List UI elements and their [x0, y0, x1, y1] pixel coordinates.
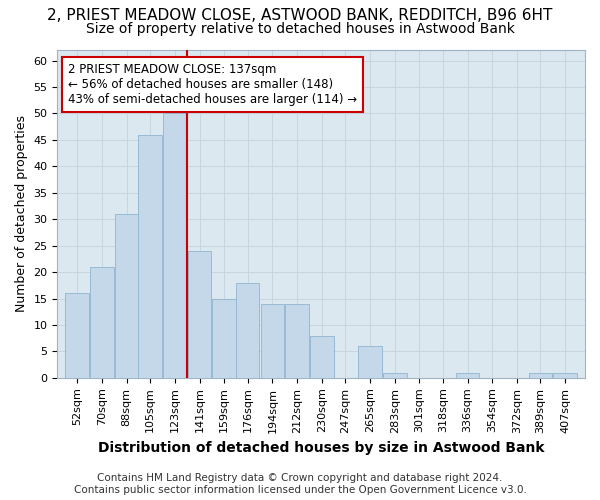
Bar — [163, 114, 187, 378]
Bar — [90, 267, 114, 378]
Bar — [529, 372, 552, 378]
Text: 2 PRIEST MEADOW CLOSE: 137sqm
← 56% of detached houses are smaller (148)
43% of : 2 PRIEST MEADOW CLOSE: 137sqm ← 56% of d… — [68, 63, 357, 106]
Bar — [260, 304, 284, 378]
Text: 2, PRIEST MEADOW CLOSE, ASTWOOD BANK, REDDITCH, B96 6HT: 2, PRIEST MEADOW CLOSE, ASTWOOD BANK, RE… — [47, 8, 553, 22]
Bar — [212, 298, 236, 378]
Bar — [456, 372, 479, 378]
Bar — [65, 293, 89, 378]
Bar — [115, 214, 139, 378]
X-axis label: Distribution of detached houses by size in Astwood Bank: Distribution of detached houses by size … — [98, 441, 544, 455]
Text: Contains HM Land Registry data © Crown copyright and database right 2024.
Contai: Contains HM Land Registry data © Crown c… — [74, 474, 526, 495]
Bar — [383, 372, 407, 378]
Y-axis label: Number of detached properties: Number of detached properties — [15, 116, 28, 312]
Bar — [310, 336, 334, 378]
Bar — [138, 134, 162, 378]
Text: Size of property relative to detached houses in Astwood Bank: Size of property relative to detached ho… — [86, 22, 514, 36]
Bar — [358, 346, 382, 378]
Bar — [236, 282, 259, 378]
Bar — [553, 372, 577, 378]
Bar — [188, 251, 211, 378]
Bar — [286, 304, 309, 378]
